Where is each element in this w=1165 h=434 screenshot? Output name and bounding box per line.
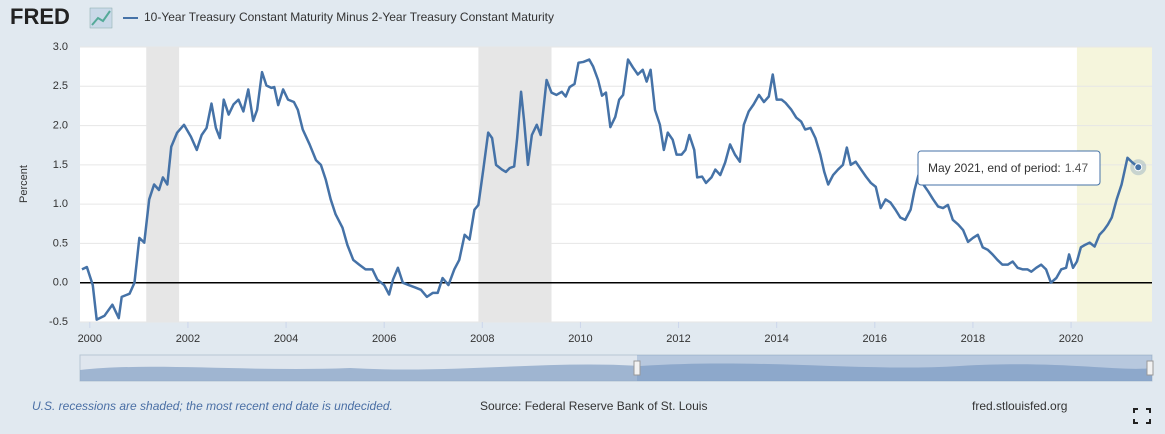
x-tick-label: 2006 [372, 333, 396, 345]
y-tick-label: 1.0 [53, 198, 68, 210]
y-tick-label: 3.0 [53, 41, 68, 53]
y-tick-label: 1.5 [53, 159, 68, 171]
y-tick-label: -0.5 [49, 316, 68, 328]
hover-point [1134, 163, 1143, 172]
y-tick-label: 2.0 [53, 119, 68, 131]
fullscreen-icon[interactable] [1133, 408, 1151, 424]
tooltip: May 2021, end of period: 1.47 [917, 150, 1101, 186]
x-tick-label: 2018 [961, 333, 985, 345]
recession-band [478, 47, 552, 322]
y-tick-label: 0.0 [53, 277, 68, 289]
chart-title: 10-Year Treasury Constant Maturity Minus… [144, 10, 554, 24]
source: Source: Federal Reserve Bank of St. Loui… [480, 399, 707, 413]
x-tick-label: 2004 [274, 333, 298, 345]
y-axis-label: Percent [18, 165, 30, 203]
tooltip-text: May 2021, end of period: 1.47 [928, 161, 1088, 175]
y-tick-label: 2.5 [53, 80, 68, 92]
footnote: U.S. recessions are shaded; the most rec… [32, 399, 393, 413]
series-line [81, 58, 1140, 321]
logo: FRED [10, 4, 70, 29]
tooltip-box [917, 150, 1101, 186]
x-tick-label: 2002 [176, 333, 200, 345]
x-tick-label: 2000 [78, 333, 102, 345]
x-tick-label: 2010 [568, 333, 592, 345]
y-tick-label: 0.5 [53, 237, 68, 249]
site: fred.stlouisfed.org [972, 399, 1067, 413]
x-tick-label: 2020 [1059, 333, 1083, 345]
navigator [79, 354, 1154, 382]
logo-icon [89, 7, 113, 29]
tooltip-label: May 2021, end of period: [928, 161, 1061, 175]
x-tick-label: 2014 [764, 333, 788, 345]
plot: 3.0 2.5 2.0 1.5 1.0 0.5 0.0 -0.5 2000 2002 2004 200… [49, 41, 1152, 345]
x-tick-label: 2016 [863, 333, 887, 345]
recession-band [146, 47, 180, 322]
tooltip-value: 1.47 [1065, 161, 1089, 175]
x-tick-label: 2008 [470, 333, 494, 345]
x-tick-label: 2012 [666, 333, 690, 345]
